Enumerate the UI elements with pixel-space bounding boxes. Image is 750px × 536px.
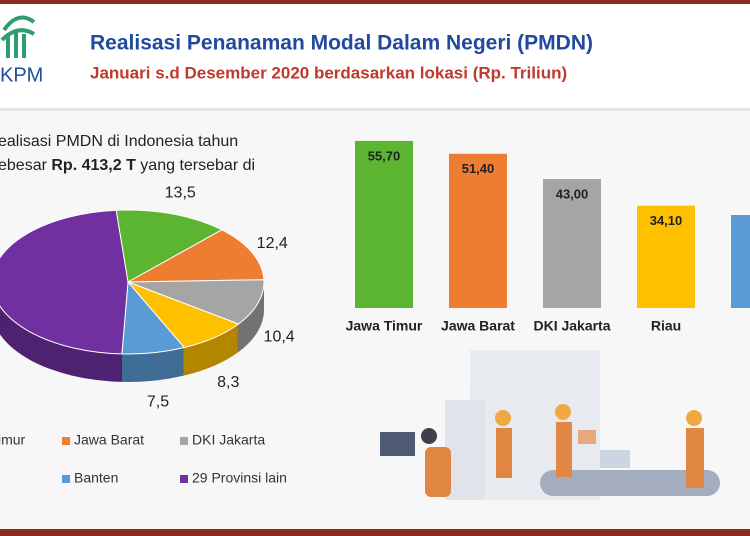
data-label: 55,70 xyxy=(368,148,401,163)
header-shadow xyxy=(0,108,750,111)
data-label: 43,00 xyxy=(556,186,589,201)
bottom-border xyxy=(0,529,750,536)
box xyxy=(578,430,596,444)
data-label: 13,5 xyxy=(165,185,196,202)
x-tick-label: Riau xyxy=(651,318,681,334)
illustration xyxy=(380,350,720,500)
data-label: 12,4 xyxy=(257,235,288,252)
worker xyxy=(496,428,512,478)
legend-swatch xyxy=(180,475,188,483)
logo-icon xyxy=(0,15,36,58)
legend-swatch xyxy=(62,437,70,445)
monitor xyxy=(380,432,415,456)
body-text: ebesar Rp. 413,2 T yang tersebar di xyxy=(0,157,255,174)
bar xyxy=(637,205,695,308)
subtitle: Januari s.d Desember 2020 berdasarkan lo… xyxy=(90,63,567,82)
legend-swatch xyxy=(180,437,188,445)
worker xyxy=(421,428,437,444)
pie-slice xyxy=(115,209,223,283)
x-tick-label: Jawa Timur xyxy=(346,318,423,334)
legend-label: Banten xyxy=(74,470,118,486)
data-label: 51,40 xyxy=(462,161,495,176)
box xyxy=(600,450,630,468)
legend-label: DKI Jakarta xyxy=(192,432,265,448)
bar xyxy=(543,179,601,308)
body-bold: Rp. 413,2 T xyxy=(51,157,136,174)
body-text: ebesar xyxy=(0,157,51,174)
data-label: 8,3 xyxy=(217,374,239,391)
worker xyxy=(686,410,702,426)
data-label: 7,5 xyxy=(147,394,169,411)
legend-swatch xyxy=(62,475,70,483)
pie-slice xyxy=(127,229,265,283)
pie-slice xyxy=(127,279,265,325)
bar xyxy=(731,215,750,308)
data-label: 10,4 xyxy=(264,329,295,346)
logo-text: KPM xyxy=(0,64,43,86)
chair xyxy=(425,447,451,497)
data-label: 34,10 xyxy=(650,213,683,228)
worker xyxy=(556,422,572,477)
legend-label: Jawa Barat xyxy=(74,432,144,448)
worker xyxy=(686,428,704,488)
top-border xyxy=(0,0,750,4)
worker xyxy=(555,404,571,420)
title: Realisasi Penanaman Modal Dalam Negeri (… xyxy=(90,32,593,55)
bar xyxy=(449,153,507,308)
pie-slice xyxy=(0,209,129,355)
legend-label: 29 Provinsi lain xyxy=(192,470,287,486)
legend-label: imur xyxy=(0,432,26,448)
worker xyxy=(495,410,511,426)
bar xyxy=(355,140,413,308)
machine xyxy=(445,400,485,500)
x-tick-label: Jawa Barat xyxy=(441,318,515,334)
body-text: yang tersebar di xyxy=(136,157,255,174)
conveyor xyxy=(540,470,720,496)
body-text: ealisasi PMDN di Indonesia tahun xyxy=(0,133,238,150)
x-tick-label: DKI Jakarta xyxy=(533,318,610,334)
header-band xyxy=(0,0,750,108)
